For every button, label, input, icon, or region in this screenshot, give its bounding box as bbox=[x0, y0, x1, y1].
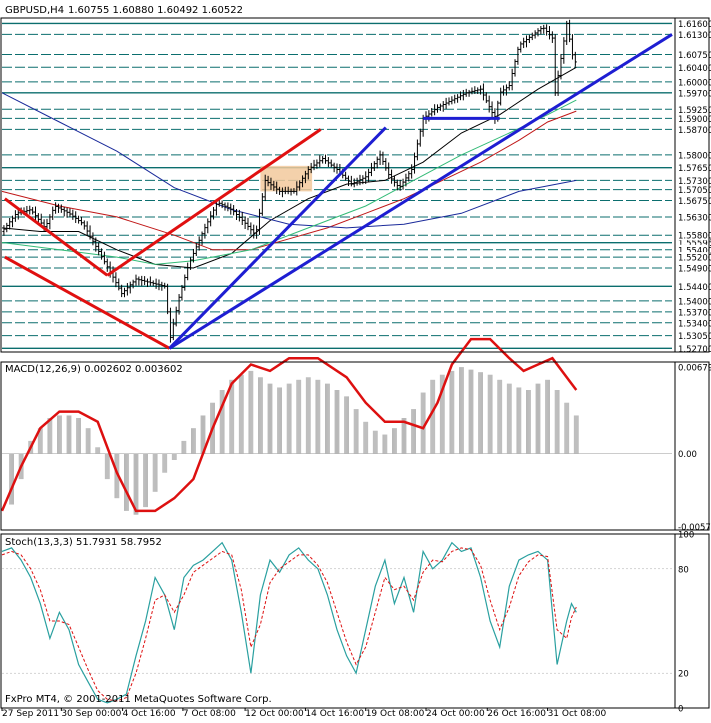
trend-line bbox=[168, 33, 673, 350]
macd-label: MACD(12,26,9) 0.002602 0.003602 bbox=[5, 364, 183, 375]
macd-tick-label: 0.00 bbox=[678, 450, 697, 460]
price-label-bg bbox=[676, 18, 710, 29]
price-level-label: 1.60000 bbox=[678, 78, 711, 88]
channel-line bbox=[4, 255, 171, 350]
price-label-bg bbox=[676, 175, 710, 186]
time-axis-label: 31 Oct 08:00 bbox=[548, 709, 607, 719]
time-axis-label: 7 Oct 08:00 bbox=[183, 709, 236, 719]
moving-average-green bbox=[1, 99, 577, 265]
panel-frame-0 bbox=[0, 17, 710, 353]
price-level-label: 1.54000 bbox=[678, 297, 711, 307]
price-label-bg bbox=[676, 317, 710, 328]
time-axis-label: 19 Oct 08:00 bbox=[366, 709, 425, 719]
price-level-label: 1.53400 bbox=[678, 319, 711, 329]
macd-tick-label: -0.00573 bbox=[678, 523, 711, 533]
time-axis-label: 24 Oct 00:00 bbox=[426, 709, 485, 719]
time-axis-label: 12 Oct 00:00 bbox=[245, 709, 304, 719]
price-level-label: 1.52700 bbox=[678, 345, 711, 355]
stoch-signal-line bbox=[1, 547, 577, 702]
price-label-bg bbox=[676, 306, 710, 317]
price-level-label: 1.53700 bbox=[678, 308, 711, 318]
panel-frame-2 bbox=[0, 533, 710, 709]
price-level-label: 1.55595 bbox=[678, 239, 711, 249]
price-label-bg bbox=[676, 343, 710, 354]
copyright-text: FxPro MT4, © 2001-2011 MetaQuotes Softwa… bbox=[5, 694, 272, 705]
price-label-bg bbox=[676, 252, 710, 263]
ohlc-readout: 1.60755 1.60880 1.60492 1.60522 bbox=[68, 5, 243, 16]
time-axis-label: 30 Sep 00:00 bbox=[61, 709, 121, 719]
macd-tick-label: 0.00679 bbox=[678, 364, 711, 374]
time-axis-label: 4 Oct 16:00 bbox=[123, 709, 176, 719]
stoch-tick-label: 20 bbox=[678, 670, 689, 680]
price-level-label: 1.56750 bbox=[678, 197, 711, 207]
stoch-tick-label: 0 bbox=[678, 705, 683, 715]
stoch-panel[interactable]: 100 80 20 0 bbox=[1, 531, 694, 715]
price-label-bg bbox=[676, 295, 710, 306]
symbol-header: GBPUSD,H4 bbox=[5, 5, 64, 16]
price-level-label: 1.57650 bbox=[678, 164, 711, 174]
price-level-label: 1.59250 bbox=[678, 106, 711, 116]
price-level-label: 1.59700 bbox=[678, 89, 711, 99]
price-level-label: 1.54400 bbox=[678, 283, 711, 293]
price-level-label: 1.61600 bbox=[678, 20, 711, 30]
price-label-bg bbox=[676, 124, 710, 135]
price-label-bg bbox=[676, 184, 710, 195]
price-level-label: 1.60750 bbox=[678, 51, 711, 61]
price-level-label: 1.58000 bbox=[678, 151, 711, 161]
price-level-label: 1.55200 bbox=[678, 254, 711, 264]
stoch-tick-label: 100 bbox=[678, 531, 694, 541]
price-label-bg bbox=[676, 76, 710, 87]
price-label-bg bbox=[676, 230, 710, 241]
price-label-bg bbox=[676, 49, 710, 60]
channel-line bbox=[3, 197, 109, 277]
price-label-bg bbox=[676, 104, 710, 115]
price-level-label: 1.55400 bbox=[678, 246, 711, 256]
time-axis-label: 27 Sep 2011 bbox=[2, 709, 59, 719]
price-label-bg bbox=[676, 29, 710, 40]
price-label-bg bbox=[676, 162, 710, 173]
trend-line bbox=[168, 126, 387, 350]
time-axis-label: 14 Oct 16:00 bbox=[305, 709, 364, 719]
price-label-bg bbox=[676, 149, 710, 160]
panel-frame-1 bbox=[0, 361, 710, 531]
macd-signal-line bbox=[0, 337, 578, 513]
price-level-label: 1.60400 bbox=[678, 64, 711, 74]
price-level-label: 1.61300 bbox=[678, 31, 711, 41]
price-label-bg bbox=[676, 244, 710, 255]
price-level-label: 1.58700 bbox=[678, 126, 711, 136]
price-label-bg bbox=[676, 281, 710, 292]
price-label-bg bbox=[676, 263, 710, 274]
price-level-label: 1.54900 bbox=[678, 265, 711, 275]
price-label-bg bbox=[676, 237, 710, 248]
price-label-bg bbox=[676, 211, 710, 222]
price-label-bg bbox=[676, 87, 710, 98]
price-level-label: 1.55800 bbox=[678, 232, 711, 242]
price-label-bg bbox=[676, 330, 710, 341]
price-level-label: 1.53050 bbox=[678, 332, 711, 342]
time-axis: 27 Sep 2011 30 Sep 00:00 4 Oct 16:00 7 Oct … bbox=[1, 708, 607, 719]
macd-panel[interactable]: 0.00679 0.00 -0.00573 bbox=[0, 337, 711, 533]
stoch-tick-label: 80 bbox=[678, 565, 689, 575]
price-level-label: 1.57050 bbox=[678, 186, 711, 196]
stoch-main-line bbox=[1, 541, 577, 704]
price-label-bg bbox=[676, 195, 710, 206]
price-label-bg bbox=[676, 62, 710, 73]
moving-average-black bbox=[1, 66, 577, 269]
price-level-label: 1.56300 bbox=[678, 213, 711, 223]
price-level-label: 1.57300 bbox=[678, 177, 711, 187]
price-label-bg bbox=[676, 113, 710, 124]
channel-line bbox=[106, 128, 322, 277]
price-level-label: 1.59000 bbox=[678, 115, 711, 125]
moving-average-red bbox=[1, 110, 577, 251]
time-axis-label: 26 Oct 16:00 bbox=[487, 709, 546, 719]
stoch-label: Stoch(13,3,3) 51.7931 58.7952 bbox=[5, 537, 162, 548]
